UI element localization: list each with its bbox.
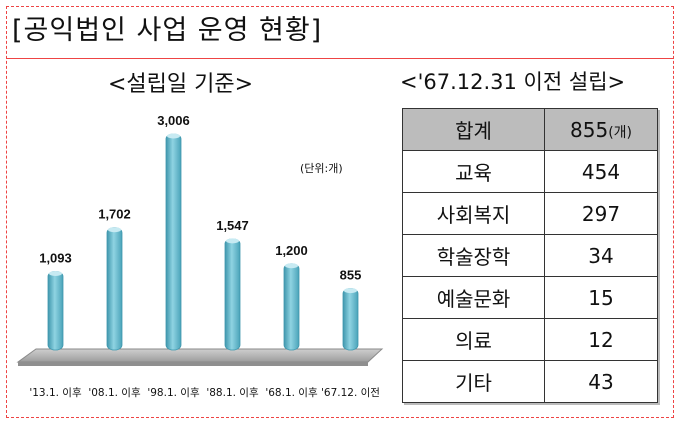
bar-4 <box>283 263 300 351</box>
title-divider <box>6 58 674 59</box>
chart-unit-label: (단위:개) <box>300 162 343 175</box>
row-value: 15 <box>544 276 658 319</box>
table-row: 사회복지 297 <box>402 192 658 235</box>
bar-2 <box>165 133 182 351</box>
page-frame <box>6 6 674 418</box>
bar-top-0 <box>49 270 62 276</box>
row-value: 43 <box>544 360 658 403</box>
x-tick-label-1: '08.1. 이후 <box>88 387 141 399</box>
bar-top-2 <box>167 133 180 139</box>
x-tick-label-2: '98.1. 이후 <box>147 387 200 399</box>
table-row: 학술장학 34 <box>402 234 658 277</box>
bar-5 <box>342 288 359 351</box>
table-row: 교육 454 <box>402 150 658 193</box>
table-title: <'67.12.31 이전 설립> <box>400 70 626 94</box>
row-label: 의료 <box>402 318 545 361</box>
page-title: [공익법인 사업 운영 현황] <box>12 15 323 46</box>
bar-value-label-4: 1,200 <box>275 243 308 258</box>
chart-floor-edge <box>18 362 368 366</box>
row-value: 297 <box>544 192 658 235</box>
plot-area: 1,093 '13.1. 이후 1,702 '08.1. 이후 3,006 '98.1. … <box>16 113 384 399</box>
bar-top-3 <box>226 238 239 244</box>
bar-value-label-1: 1,702 <box>98 207 131 222</box>
bar-value-label-3: 1,547 <box>216 218 249 233</box>
bar-value-label-0: 1,093 <box>39 250 72 265</box>
row-value: 12 <box>544 318 658 361</box>
row-label: 예술문화 <box>402 276 545 319</box>
chart-title: <설립일 기준> <box>108 72 254 97</box>
stats-table: 합계 855(개) 교육 454 사회복지 297 학술장학 34 예술문화 15 의료… <box>402 108 658 403</box>
row-label: 교육 <box>402 150 545 193</box>
bar-0 <box>47 271 64 351</box>
table-header-row: 합계 855(개) <box>402 108 658 151</box>
bar-3 <box>224 238 241 351</box>
x-tick-label-0: '13.1. 이후 <box>29 387 82 399</box>
header-unit: (개) <box>608 124 632 141</box>
x-tick-label-5: '67.12. 이전 <box>321 387 380 399</box>
x-tick-label-4: '68.1. 이후 <box>265 387 318 399</box>
bar-top-5 <box>344 288 357 294</box>
bar-top-4 <box>285 263 298 269</box>
table-row: 의료 12 <box>402 318 658 361</box>
row-label: 기타 <box>402 360 545 403</box>
table-row: 기타 43 <box>402 360 658 403</box>
chart-floor <box>16 348 384 363</box>
bar-value-label-5: 855 <box>340 268 362 283</box>
bar-1 <box>106 227 123 351</box>
row-label: 사회복지 <box>402 192 545 235</box>
x-tick-label-3: '88.1. 이후 <box>206 387 259 399</box>
table-row: 예술문화 15 <box>402 276 658 319</box>
row-label: 학술장학 <box>402 234 545 277</box>
header-value: 855(개) <box>544 108 658 151</box>
row-value: 454 <box>544 150 658 193</box>
header-total: 855 <box>570 117 609 142</box>
header-label: 합계 <box>402 108 545 151</box>
bar-value-label-2: 3,006 <box>157 113 190 128</box>
bar-top-1 <box>108 227 121 233</box>
row-value: 34 <box>544 234 658 277</box>
